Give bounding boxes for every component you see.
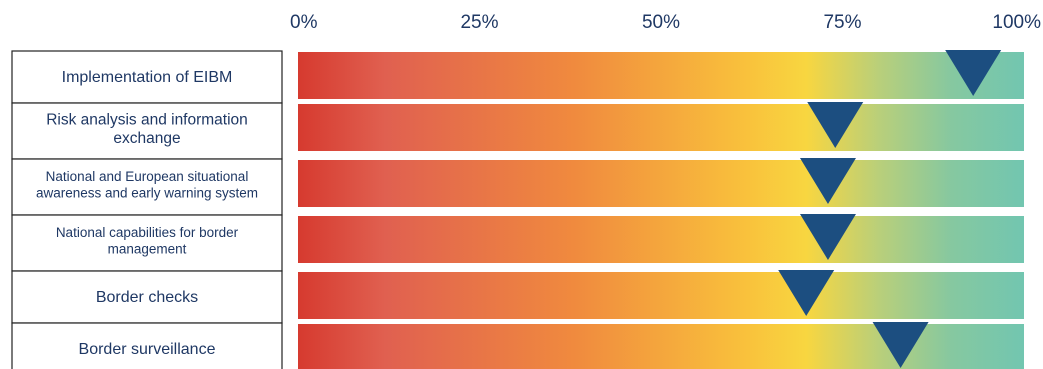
gradient-bar: [298, 104, 1024, 151]
category-label-line: Risk analysis and information: [46, 112, 248, 129]
category-row: Implementation of EIBM: [12, 50, 1024, 103]
category-label: Border surveillance: [79, 341, 216, 358]
category-row: National and European situational awarene…: [12, 158, 1024, 215]
x-tick-label: 50%: [642, 12, 680, 33]
x-axis-ticks: 0% 25% 50% 75% 100%: [290, 12, 1041, 33]
gradient-bar: [298, 272, 1024, 319]
category-row: Border surveillance: [12, 322, 1024, 369]
x-tick-label: 100%: [992, 12, 1041, 33]
category-row: Risk analysis and information exchange: [12, 102, 1024, 159]
category-rows: Implementation of EIBM Risk analysis and …: [12, 50, 1024, 369]
category-row: Border checks: [12, 270, 1024, 323]
category-label: National and European situational awarene…: [36, 169, 258, 201]
gradient-bar: [298, 216, 1024, 263]
category-label-line: Implementation of EIBM: [62, 69, 233, 86]
category-label: Border checks: [96, 289, 198, 306]
category-label-line: management: [108, 241, 187, 256]
category-label-line: National capabilities for border: [56, 225, 239, 240]
category-label: Implementation of EIBM: [62, 69, 233, 86]
gradient-bar: [298, 160, 1024, 207]
category-label-line: exchange: [113, 130, 180, 147]
category-row: National capabilities for border manageme…: [12, 214, 1024, 271]
x-tick-label: 75%: [823, 12, 861, 33]
category-label-line: Border surveillance: [79, 341, 216, 358]
category-label-line: awareness and early warning system: [36, 185, 258, 200]
category-label-line: National and European situational: [46, 169, 249, 184]
category-label-line: Border checks: [96, 289, 198, 306]
x-tick-label: 0%: [290, 12, 318, 33]
x-tick-label: 25%: [460, 12, 498, 33]
gradient-bar: [298, 52, 1024, 99]
